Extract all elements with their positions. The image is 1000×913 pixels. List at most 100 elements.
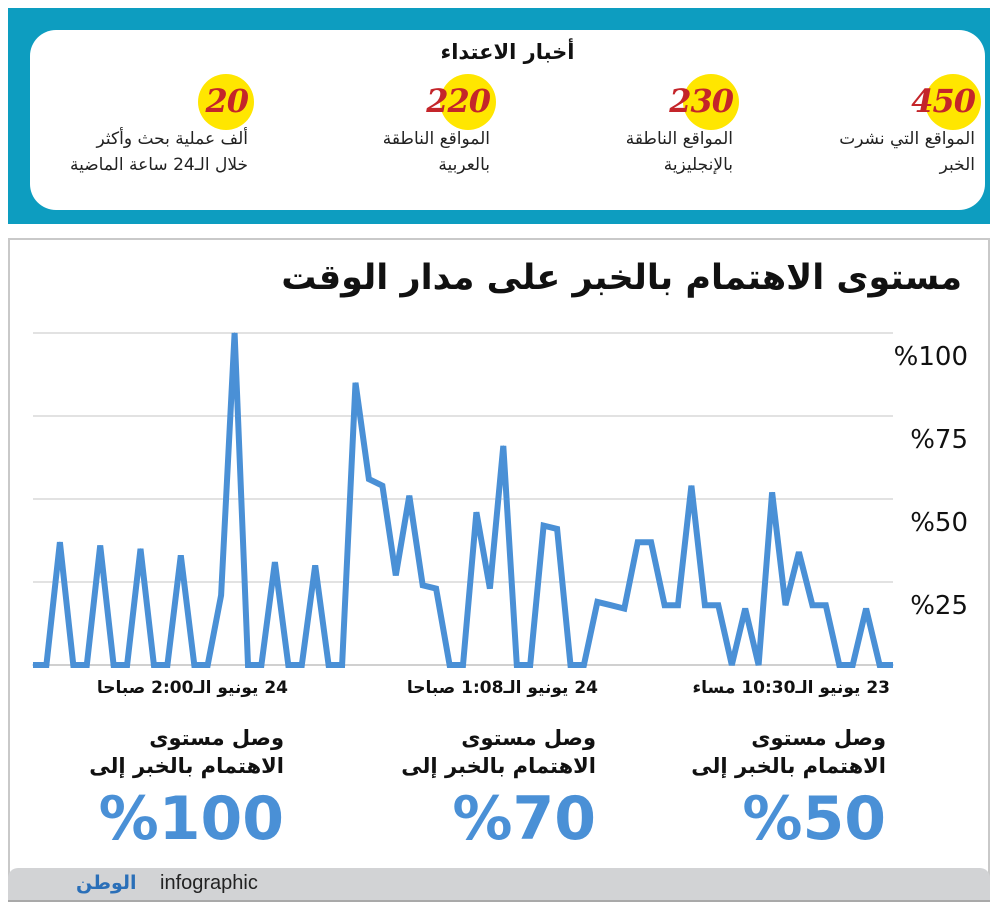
- data-point: [32, 664, 34, 666]
- yellow-circle-icon: [683, 74, 739, 130]
- logo-text: الوطن: [76, 872, 137, 894]
- y-tick-label: %100: [894, 342, 968, 372]
- data-point: [811, 604, 813, 606]
- data-point: [556, 528, 558, 530]
- data-point: [113, 664, 115, 666]
- stats-banner: أخبار الاعتداء 450 المواقع التي نشرت الخ…: [8, 8, 990, 224]
- data-point: [529, 664, 531, 666]
- data-point: [489, 588, 491, 590]
- reach-100: وصل مستوى الاهتمام بالخبر إلى %100: [89, 724, 284, 856]
- data-point: [892, 664, 894, 666]
- data-point: [596, 601, 598, 603]
- reach-50: وصل مستوى الاهتمام بالخبر إلى %50: [691, 724, 886, 856]
- data-point: [785, 604, 786, 606]
- data-point: [395, 574, 397, 576]
- x-label-middle: 24 يونيو الـ1:08 صباحا: [406, 678, 598, 698]
- data-point: [126, 664, 128, 666]
- y-axis-ticks: %25 %50 %75 %100: [894, 342, 968, 621]
- data-point: [287, 664, 289, 666]
- data-point: [220, 594, 222, 596]
- data-point: [583, 664, 585, 666]
- data-point: [422, 584, 424, 586]
- infographic-label: infographic: [160, 872, 258, 894]
- data-point: [86, 664, 88, 666]
- data-point: [234, 332, 236, 334]
- data-point: [72, 664, 74, 666]
- stat-label: ألف عملية بحث وأكثر خلال الـ24 ساعة الما…: [69, 129, 248, 175]
- stat-sites-published: 450 المواقع التي نشرت الخبر: [755, 74, 981, 178]
- yellow-circle-icon: [925, 74, 981, 130]
- stat-searches: 20 ألف عملية بحث وأكثر خلال الـ24 ساعة ا…: [28, 74, 254, 178]
- data-point: [825, 604, 827, 606]
- data-point: [852, 664, 854, 666]
- data-point: [153, 664, 155, 666]
- series-lines: [32, 332, 894, 668]
- data-point: [381, 485, 383, 487]
- stat-value: 450: [911, 82, 976, 120]
- y-tick-label: %25: [910, 591, 968, 621]
- chart-title: مستوى الاهتمام بالخبر على مدار الوقت: [281, 258, 962, 298]
- data-point: [865, 608, 867, 610]
- data-point: [45, 664, 47, 666]
- data-point: [798, 551, 800, 553]
- stat-value: 230: [669, 82, 734, 120]
- data-point: [341, 664, 343, 666]
- data-point: [274, 561, 276, 563]
- data-point: [462, 664, 464, 666]
- y-tick-label: %50: [910, 508, 968, 538]
- data-point: [193, 664, 195, 666]
- data-point: [879, 664, 881, 666]
- data-point: [368, 478, 370, 480]
- yellow-circle-icon: [198, 74, 254, 130]
- data-point: [690, 485, 692, 487]
- stat-arabic-sites: 220 المواقع الناطقة بالعربية: [270, 74, 496, 178]
- x-label-right: 23 يونيو الـ10:30 مساء: [692, 678, 890, 698]
- reach-70: وصل مستوى الاهتمام بالخبر إلى %70: [401, 724, 596, 856]
- data-point: [758, 664, 760, 666]
- reach-text: وصل مستوى الاهتمام بالخبر إلى: [89, 726, 284, 778]
- reach-text: وصل مستوى الاهتمام بالخبر إلى: [401, 726, 596, 778]
- yellow-circle-icon: [440, 74, 496, 130]
- alwatan-logo: الوطن: [76, 872, 137, 894]
- data-point: [260, 664, 262, 666]
- data-point: [301, 664, 303, 666]
- data-point: [355, 382, 356, 384]
- stat-value: 20: [205, 82, 249, 120]
- data-point: [140, 548, 141, 550]
- reach-value: %50: [742, 784, 886, 854]
- data-point: [623, 608, 625, 610]
- data-point: [207, 664, 209, 666]
- data-point: [328, 664, 330, 666]
- stat-value: 220: [426, 82, 491, 120]
- data-point: [717, 604, 719, 606]
- data-point: [771, 491, 773, 493]
- data-point: [99, 544, 101, 546]
- data-point: [247, 664, 249, 666]
- data-point: [435, 588, 437, 590]
- data-point: [59, 541, 61, 543]
- data-point: [838, 664, 840, 666]
- data-point: [408, 495, 410, 497]
- data-point: [449, 664, 451, 666]
- stat-label: المواقع الناطقة بالعربية: [382, 129, 490, 175]
- data-point: [180, 554, 182, 556]
- data-point: [731, 664, 733, 666]
- y-tick-label: %75: [910, 425, 968, 455]
- x-label-left: 24 يونيو الـ2:00 صباحا: [96, 678, 288, 698]
- interest-line-chart: %25 %50 %75 %100: [32, 332, 968, 668]
- data-point: [475, 511, 477, 513]
- stat-english-sites: 230 المواقع الناطقة بالإنجليزية: [513, 74, 739, 178]
- data-point: [664, 604, 666, 606]
- data-point: [744, 608, 746, 610]
- reach-value: %100: [98, 784, 284, 854]
- chart-card: [8, 238, 990, 900]
- data-point: [166, 664, 168, 666]
- data-point: [637, 541, 639, 543]
- data-point: [502, 445, 504, 447]
- banner-title: أخبار الاعتداء: [440, 40, 575, 64]
- footer-bar: الوطن infographic: [8, 868, 990, 902]
- data-point: [516, 664, 518, 666]
- data-point: [610, 604, 612, 606]
- data-point: [314, 564, 316, 566]
- data-point: [570, 664, 571, 666]
